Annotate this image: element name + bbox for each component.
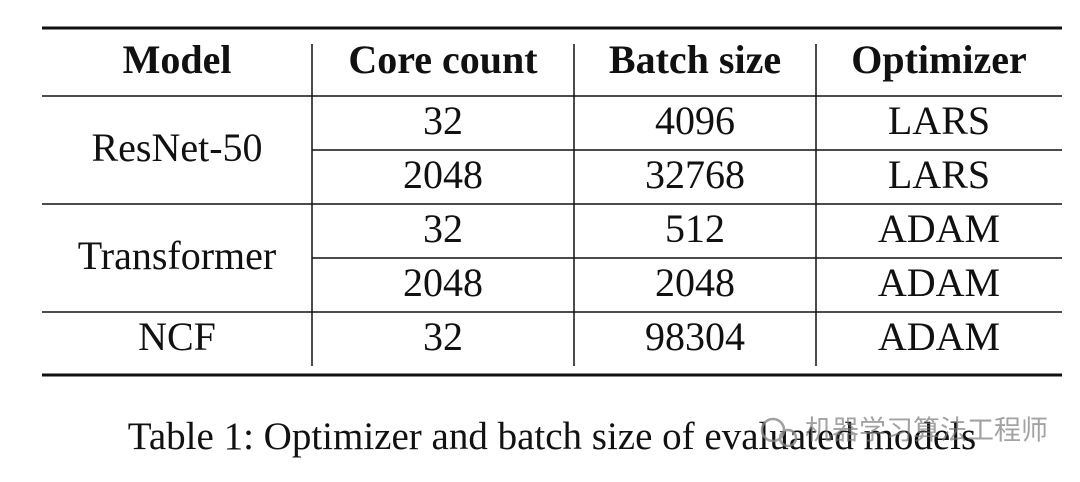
header-cell: Model bbox=[123, 37, 232, 82]
cell: ADAM bbox=[878, 260, 1000, 305]
cell: 2048 bbox=[403, 260, 483, 305]
header-cell: Core count bbox=[348, 37, 538, 82]
caption: Table 1: Optimizer and batch size of eva… bbox=[128, 415, 976, 458]
cell: 2048 bbox=[403, 152, 483, 197]
header-cell: Batch size bbox=[609, 37, 781, 82]
header-cell: Optimizer bbox=[851, 37, 1027, 82]
watermark-text: 机器学习算法工程师 bbox=[805, 416, 1048, 447]
cell: 32 bbox=[423, 206, 463, 251]
cell: 32 bbox=[423, 314, 463, 359]
model-cell: Transformer bbox=[78, 233, 277, 278]
cell: 4096 bbox=[655, 98, 735, 143]
cell: 512 bbox=[665, 206, 725, 251]
watermark: 机器学习算法工程师 bbox=[760, 416, 1048, 448]
cell: LARS bbox=[888, 98, 990, 143]
model-cell: NCF bbox=[138, 314, 216, 359]
cell: 32768 bbox=[645, 152, 745, 197]
cell: 32 bbox=[423, 98, 463, 143]
cell: 2048 bbox=[655, 260, 735, 305]
cell: ADAM bbox=[878, 314, 1000, 359]
model-cell: ResNet-50 bbox=[91, 125, 262, 170]
cell: 98304 bbox=[645, 314, 745, 359]
cell: ADAM bbox=[878, 206, 1000, 251]
watermark-icon bbox=[778, 428, 798, 448]
cell: LARS bbox=[888, 152, 990, 197]
